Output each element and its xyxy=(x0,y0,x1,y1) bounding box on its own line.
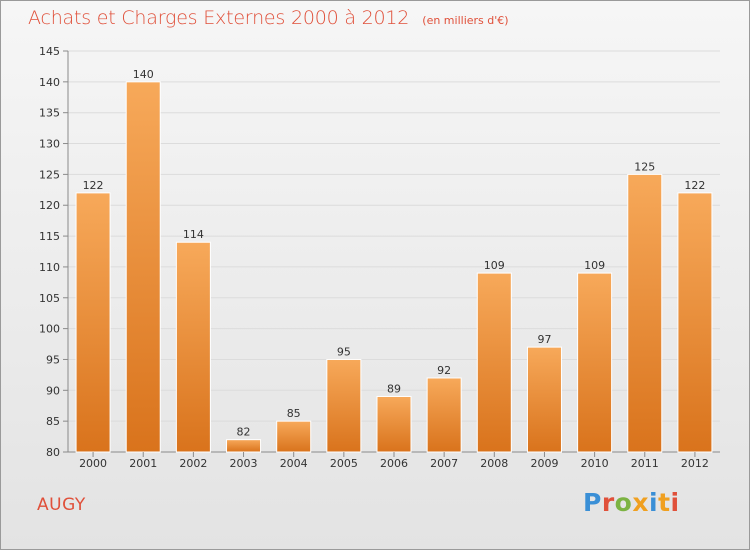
data-label-2004: 85 xyxy=(287,407,301,420)
logo-letter: x xyxy=(632,488,649,517)
data-label-2006: 89 xyxy=(387,382,401,395)
y-tick-label: 105 xyxy=(39,292,60,305)
y-tick-label: 140 xyxy=(39,76,60,89)
logo-letter: t xyxy=(658,488,671,517)
y-tick-label: 115 xyxy=(39,230,60,243)
bar-2001 xyxy=(125,81,161,453)
bar-2009 xyxy=(526,346,562,453)
commune-label: AUGY xyxy=(37,495,86,515)
x-tick-label-2012: 2012 xyxy=(681,457,709,470)
data-label-2005: 95 xyxy=(337,345,351,358)
x-tick-label-2006: 2006 xyxy=(380,457,408,470)
data-label-2009: 97 xyxy=(537,333,551,346)
bar-2002 xyxy=(175,241,211,453)
bar-2005 xyxy=(326,358,362,453)
x-tick-label-2004: 2004 xyxy=(280,457,308,470)
y-tick-label: 90 xyxy=(46,384,60,397)
data-label-2000: 122 xyxy=(83,179,104,192)
y-tick-label: 110 xyxy=(39,261,60,274)
bar-2011 xyxy=(627,173,663,453)
bar-2010 xyxy=(577,272,613,453)
y-tick-label: 100 xyxy=(39,323,60,336)
x-tick-label-2010: 2010 xyxy=(581,457,609,470)
y-tick-label: 95 xyxy=(46,353,60,366)
y-tick-label: 85 xyxy=(46,415,60,428)
data-label-2003: 82 xyxy=(237,426,251,439)
bar-2003 xyxy=(226,439,262,453)
data-label-2007: 92 xyxy=(437,364,451,377)
logo-letter: i xyxy=(670,488,680,517)
bar-2004 xyxy=(276,420,312,453)
bar-2006 xyxy=(376,395,412,453)
proxiti-logo: Proxiti xyxy=(583,488,680,517)
x-tick-label-2002: 2002 xyxy=(179,457,207,470)
data-label-2008: 109 xyxy=(484,259,505,272)
x-tick-label-2008: 2008 xyxy=(480,457,508,470)
bar-2000 xyxy=(75,192,111,453)
data-label-2011: 125 xyxy=(634,160,655,173)
y-tick-label: 135 xyxy=(39,107,60,120)
data-label-2012: 122 xyxy=(684,179,705,192)
data-label-2001: 140 xyxy=(133,68,154,81)
x-tick-label-2000: 2000 xyxy=(79,457,107,470)
title-text: Achats et Charges Externes 2000 à 2012 xyxy=(28,7,410,29)
x-tick-label-2001: 2001 xyxy=(129,457,157,470)
y-tick-label: 130 xyxy=(39,138,60,151)
title-unit: (en milliers d'€) xyxy=(422,14,509,27)
y-tick-label: 80 xyxy=(46,446,60,459)
x-tick-label-2003: 2003 xyxy=(230,457,258,470)
x-tick-label-2009: 2009 xyxy=(530,457,558,470)
x-tick-label-2011: 2011 xyxy=(631,457,659,470)
logo-letter: i xyxy=(649,488,659,517)
data-label-2010: 109 xyxy=(584,259,605,272)
x-tick-label-2007: 2007 xyxy=(430,457,458,470)
y-tick-label: 120 xyxy=(39,199,60,212)
y-tick-label: 125 xyxy=(39,168,60,181)
bar-2008 xyxy=(476,272,512,453)
data-label-2002: 114 xyxy=(183,228,204,241)
logo-letter: P xyxy=(583,488,602,517)
bar-2012 xyxy=(677,192,713,453)
x-tick-label-2005: 2005 xyxy=(330,457,358,470)
bar-2007 xyxy=(426,377,462,453)
logo-letter: r xyxy=(601,488,615,517)
y-tick-label: 145 xyxy=(39,45,60,58)
logo-letter: o xyxy=(614,488,633,517)
chart-title: Achats et Charges Externes 2000 à 2012 (… xyxy=(28,7,509,29)
